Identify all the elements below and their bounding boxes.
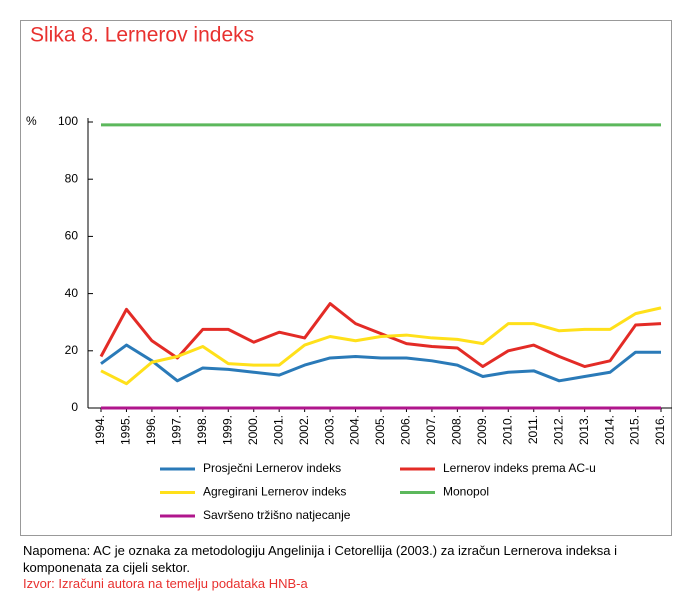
x-tick-label: 1997. xyxy=(170,415,184,445)
x-tick-label: 1995. xyxy=(119,415,133,445)
legend-label: Monopol xyxy=(443,485,489,499)
legend-label: Agregirani Lernerov indeks xyxy=(203,485,346,499)
x-tick-label: 1994. xyxy=(93,415,107,445)
legend-label: Savršeno tržišno natjecanje xyxy=(203,508,351,522)
x-tick-label: 2003. xyxy=(322,415,336,445)
x-tick-label: 2007. xyxy=(424,415,438,445)
x-tick-label: 2000. xyxy=(246,415,260,445)
series-line xyxy=(100,343,661,383)
note: Napomena: AC je oznaka za metodologiju A… xyxy=(23,543,618,575)
y-tick-label: 80 xyxy=(65,171,79,185)
y-unit: % xyxy=(26,114,37,128)
x-tick-label: 1996. xyxy=(144,415,158,445)
chart-title: Slika 8. Lernerov indeks xyxy=(30,24,254,47)
series-line xyxy=(99,302,662,369)
y-tick-label: 40 xyxy=(65,286,79,300)
y-tick-label: 20 xyxy=(65,343,79,357)
x-tick-label: 1999. xyxy=(220,415,234,445)
legend-label: Prosječni Lernerov indeks xyxy=(203,461,341,475)
x-tick-label: 2016. xyxy=(653,415,667,445)
x-tick-label: 2005. xyxy=(373,415,387,445)
source: Izvor: Izračuni autora na temelju podata… xyxy=(23,576,308,591)
legend-label: Lernerov indeks prema AC-u xyxy=(443,461,596,475)
x-tick-label: 2011. xyxy=(526,415,540,444)
x-tick-label: 2006. xyxy=(399,415,413,445)
frame xyxy=(20,20,672,536)
y-tick-label: 60 xyxy=(65,229,79,243)
x-tick-label: 2004. xyxy=(348,415,362,445)
x-tick-label: 2013. xyxy=(577,415,591,445)
x-tick-label: 2014. xyxy=(602,415,616,445)
y-tick-label: 0 xyxy=(71,400,78,414)
x-tick-label: 2009. xyxy=(475,415,489,445)
x-tick-label: 2001. xyxy=(271,415,285,445)
x-tick-label: 2012. xyxy=(551,415,565,445)
x-tick-label: 2010. xyxy=(500,415,514,445)
x-tick-label: 2002. xyxy=(297,415,311,445)
x-tick-label: 2015. xyxy=(628,415,642,445)
x-tick-label: 2008. xyxy=(450,415,464,445)
x-tick-label: 1998. xyxy=(195,415,209,445)
y-tick-label: 100 xyxy=(58,114,78,128)
series-line xyxy=(100,306,662,386)
